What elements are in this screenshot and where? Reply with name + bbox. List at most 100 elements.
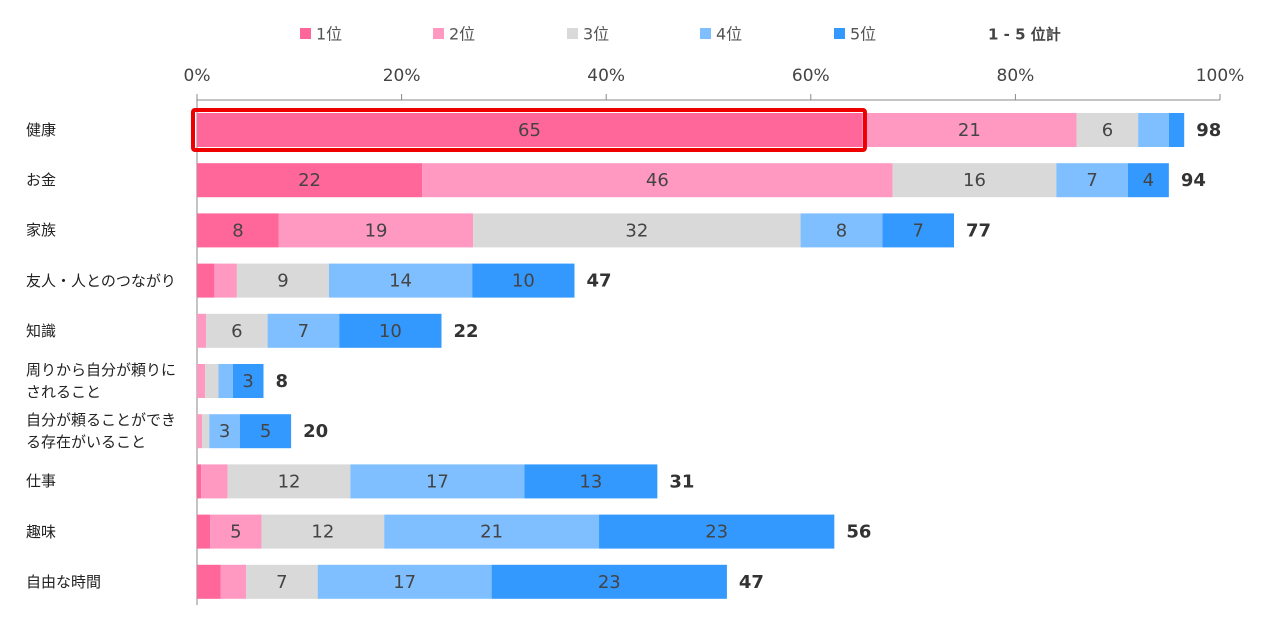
legend-swatch bbox=[567, 28, 578, 39]
data-label: 12 bbox=[278, 471, 301, 492]
data-label: 65 bbox=[518, 120, 541, 141]
bar-segment bbox=[1076, 113, 1139, 147]
data-label: 10 bbox=[512, 271, 535, 292]
bar-segment bbox=[882, 213, 955, 248]
legend-label: 2位 bbox=[449, 25, 475, 44]
highlight-box bbox=[191, 108, 867, 152]
x-tick-label: 100% bbox=[1196, 66, 1245, 86]
data-label: 7 bbox=[276, 572, 287, 593]
data-label: 9 bbox=[277, 271, 288, 292]
data-label: 7 bbox=[912, 220, 923, 241]
category-label: 趣味 bbox=[26, 522, 57, 541]
x-tick-label: 80% bbox=[997, 66, 1035, 86]
x-tick-label: 20% bbox=[383, 66, 421, 86]
total-label: 22 bbox=[453, 321, 478, 342]
data-label: 6 bbox=[1102, 120, 1113, 141]
x-tick-label: 0% bbox=[184, 66, 211, 86]
data-label: 7 bbox=[298, 321, 309, 342]
legend-label: 5位 bbox=[850, 25, 876, 44]
bar-segment bbox=[1127, 163, 1169, 198]
bar-segment bbox=[267, 313, 340, 348]
data-label: 23 bbox=[598, 572, 621, 593]
data-label: 5 bbox=[230, 522, 241, 543]
bar-segment bbox=[472, 263, 575, 298]
bar-segment bbox=[209, 414, 240, 449]
total-label: 77 bbox=[966, 220, 991, 241]
bar-segment bbox=[206, 313, 268, 348]
bar-segment bbox=[197, 464, 202, 499]
data-label: 12 bbox=[311, 522, 334, 543]
total-label: 94 bbox=[1181, 170, 1206, 191]
category-label: 仕事 bbox=[26, 472, 57, 491]
category-label: 周りから自分が頼りに されること bbox=[26, 361, 177, 401]
bar-segment bbox=[232, 364, 264, 398]
legend-swatch bbox=[700, 28, 711, 39]
bar-segment bbox=[861, 113, 1077, 147]
total-label: 56 bbox=[846, 522, 871, 543]
bar-segment bbox=[384, 514, 600, 549]
bar-segment bbox=[317, 564, 492, 599]
bar-segment bbox=[197, 313, 207, 348]
total-label: 31 bbox=[669, 471, 694, 492]
bar-segment bbox=[197, 364, 206, 398]
total-label: 47 bbox=[739, 572, 764, 593]
bar-segment bbox=[197, 514, 211, 549]
bar-segment bbox=[278, 213, 474, 248]
data-label: 7 bbox=[1086, 170, 1097, 191]
data-label: 19 bbox=[365, 220, 388, 241]
bar-segment bbox=[205, 364, 219, 398]
bar-segment bbox=[197, 113, 862, 147]
bar-segment bbox=[218, 364, 233, 398]
category-label: 家族 bbox=[26, 221, 57, 240]
legend-swatch bbox=[834, 28, 845, 39]
total-label: 47 bbox=[586, 271, 611, 292]
bar-segment bbox=[210, 514, 262, 549]
data-label: 6 bbox=[231, 321, 242, 342]
total-label: 8 bbox=[275, 371, 288, 392]
bar-segment bbox=[1168, 113, 1185, 147]
category-label: 自由な時間 bbox=[26, 572, 102, 591]
bar-segment bbox=[473, 213, 801, 248]
data-label: 32 bbox=[625, 220, 648, 241]
data-label: 13 bbox=[579, 471, 602, 492]
bar-segment bbox=[236, 263, 329, 298]
bar-segment bbox=[197, 263, 215, 298]
data-label: 23 bbox=[705, 522, 728, 543]
data-label: 14 bbox=[389, 271, 412, 292]
bar-segment bbox=[197, 163, 423, 198]
data-label: 17 bbox=[426, 471, 449, 492]
data-label: 4 bbox=[1143, 170, 1154, 191]
bar-segment bbox=[491, 564, 727, 599]
data-label: 5 bbox=[260, 421, 271, 442]
bar-segment bbox=[214, 263, 237, 298]
data-label: 46 bbox=[646, 170, 669, 191]
data-label: 3 bbox=[242, 371, 253, 392]
total-label: 20 bbox=[303, 421, 328, 442]
data-label: 22 bbox=[298, 170, 321, 191]
data-label: 21 bbox=[480, 522, 503, 543]
data-label: 21 bbox=[958, 120, 981, 141]
bar-segment bbox=[246, 564, 318, 599]
data-label: 10 bbox=[379, 321, 402, 342]
bar-segment bbox=[350, 464, 525, 499]
x-tick-label: 60% bbox=[792, 66, 830, 86]
bar-segment bbox=[201, 464, 228, 499]
data-label: 16 bbox=[963, 170, 986, 191]
bar-segment bbox=[227, 464, 351, 499]
category-label: 自分が頼ることができ る存在がいること bbox=[26, 411, 177, 452]
bar-segment bbox=[422, 163, 893, 198]
bar-segment bbox=[261, 514, 385, 549]
bar-segment bbox=[1056, 163, 1128, 198]
bar-segment bbox=[197, 213, 279, 248]
bar-segment bbox=[1138, 113, 1169, 147]
bar-segment bbox=[239, 414, 292, 449]
data-label: 8 bbox=[232, 220, 243, 241]
legend-total: 1 - 5 位計 bbox=[988, 26, 1061, 44]
bar-segment bbox=[524, 464, 658, 499]
total-label: 98 bbox=[1196, 120, 1221, 141]
legend-label: 4位 bbox=[716, 25, 742, 44]
bar-segment bbox=[220, 564, 247, 599]
bar-segment bbox=[339, 313, 442, 348]
bar-segment bbox=[892, 163, 1057, 198]
